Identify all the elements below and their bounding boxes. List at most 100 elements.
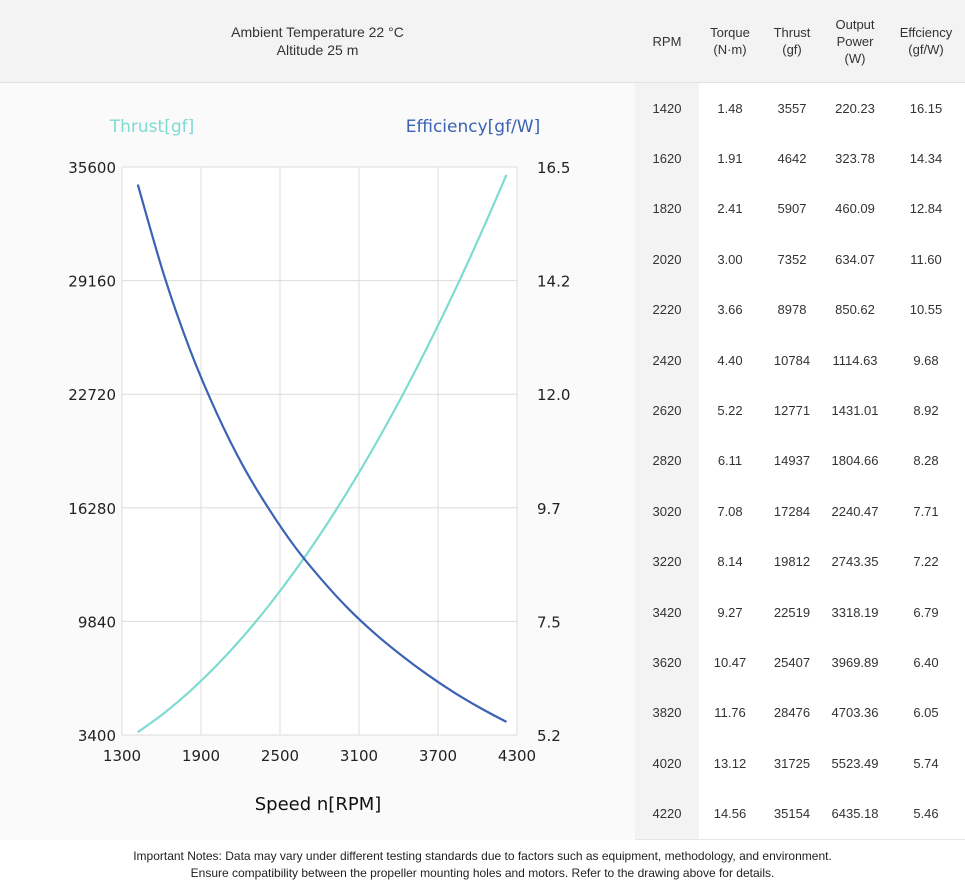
table-row: 3020 7.08 17284 2240.47 7.71 — [635, 486, 965, 538]
y-right-tick-label: 12.0 — [537, 386, 570, 404]
important-notes: Important Notes: Data may vary under dif… — [0, 848, 965, 882]
table-row: 3220 8.14 19812 2743.35 7.22 — [635, 536, 965, 588]
table-row: 4220 14.56 35154 6435.18 5.46 — [635, 788, 965, 840]
cell-thrust: 25407 — [773, 655, 811, 671]
cell-thrust: 19812 — [773, 554, 811, 570]
table-row: 2020 3.00 7352 634.07 11.60 — [635, 234, 965, 286]
cell-rpm: 1620 — [635, 133, 699, 184]
plot-area — [122, 167, 517, 735]
cell-thrust: 4642 — [777, 151, 807, 167]
cell-thrust: 7352 — [777, 251, 807, 267]
y-right-tick-label: 9.7 — [537, 500, 561, 518]
cell-torque: 4.40 — [717, 352, 743, 368]
y-left-tick-label: 35600 — [68, 159, 116, 177]
cell-rpm: 3420 — [635, 587, 699, 638]
y-left-tick-label: 9840 — [78, 613, 116, 631]
cell-eff: 5.46 — [913, 806, 939, 822]
y-right-tick-label: 16.5 — [537, 159, 570, 177]
table-row: 1420 1.48 3557 220.23 16.15 — [635, 83, 965, 135]
y-left-tick-label: 3400 — [78, 727, 116, 745]
cell-eff: 6.05 — [913, 705, 939, 721]
cell-rpm: 1420 — [635, 83, 699, 134]
table-row: 2620 5.22 12771 1431.01 8.92 — [635, 385, 965, 437]
cell-eff: 6.40 — [913, 655, 939, 671]
y-right-axis-title: Efficiency[gf/W] — [406, 117, 540, 137]
column-header-rpm: RPM — [652, 33, 682, 49]
cell-power: 2743.35 — [831, 554, 879, 570]
cell-torque: 10.47 — [713, 655, 747, 671]
cell-rpm: 2020 — [635, 234, 699, 285]
cell-eff: 9.68 — [913, 352, 939, 368]
cell-thrust: 22519 — [773, 604, 811, 620]
cell-torque: 5.22 — [717, 403, 743, 419]
cell-eff: 10.55 — [909, 302, 943, 318]
y-left-tick-label: 29160 — [68, 273, 116, 291]
notes-line-1: Important Notes: Data may vary under dif… — [133, 849, 832, 863]
cell-eff: 8.92 — [913, 403, 939, 419]
ambient-temperature: Ambient Temperature 22 °C — [231, 24, 404, 40]
table-row: 2220 3.66 8978 850.62 10.55 — [635, 284, 965, 336]
x-tick-label: 1300 — [103, 747, 141, 765]
performance-table: RPM Torque (N·m) Thrust (gf) Output Power (W) Ef… — [635, 0, 965, 840]
cell-torque: 1.48 — [717, 100, 743, 116]
cell-eff: 14.34 — [909, 151, 943, 167]
thrust-series-line — [137, 174, 508, 734]
cell-torque: 14.56 — [713, 806, 747, 822]
cell-thrust: 5907 — [777, 201, 807, 217]
table-row: 3820 11.76 28476 4703.36 6.05 — [635, 687, 965, 740]
cell-torque: 1.91 — [717, 151, 743, 167]
cell-eff: 8.28 — [913, 453, 939, 469]
cell-power: 3969.89 — [831, 655, 879, 671]
cell-eff: 5.74 — [913, 755, 939, 771]
cell-eff: 7.22 — [913, 554, 939, 570]
cell-thrust: 17284 — [773, 503, 811, 519]
table-row: 4020 13.12 31725 5523.49 5.74 — [635, 738, 965, 790]
cell-power: 1114.63 — [832, 352, 878, 368]
cell-rpm: 3020 — [635, 486, 699, 537]
y-left-axis-title: Thrust[gf] — [109, 117, 195, 137]
header-band — [0, 0, 965, 83]
table-row: 3420 9.27 22519 3318.19 6.79 — [635, 587, 965, 639]
cell-power: 5523.49 — [831, 755, 879, 771]
cell-power: 1431.01 — [831, 403, 879, 419]
cell-thrust: 31725 — [773, 755, 811, 771]
cell-thrust: 35154 — [773, 806, 811, 822]
cell-rpm: 3620 — [635, 637, 699, 688]
cell-thrust: 28476 — [773, 705, 811, 721]
x-tick-label: 2500 — [261, 747, 299, 765]
y-left-tick-label: 22720 — [68, 386, 116, 404]
column-header-torque: Torque (N·m) — [710, 25, 750, 57]
cell-rpm: 2620 — [635, 385, 699, 436]
y-right-tick-label: 14.2 — [537, 273, 570, 291]
cell-torque: 2.41 — [717, 201, 743, 217]
cell-torque: 3.00 — [717, 251, 743, 267]
cell-thrust: 3557 — [777, 100, 807, 116]
cell-power: 1804.66 — [831, 453, 879, 469]
column-header-power: Output Power (W) — [835, 16, 875, 66]
x-tick-label: 1900 — [182, 747, 220, 765]
cell-power: 220.23 — [835, 100, 875, 116]
cell-rpm: 1820 — [635, 183, 699, 235]
cell-torque: 3.66 — [717, 302, 743, 318]
cell-power: 460.09 — [835, 201, 875, 217]
cell-rpm: 2820 — [635, 435, 699, 487]
cell-power: 634.07 — [835, 251, 875, 267]
cell-thrust: 14937 — [773, 453, 811, 469]
cell-rpm: 2220 — [635, 284, 699, 335]
cell-torque: 8.14 — [717, 554, 743, 570]
cell-thrust: 10784 — [773, 352, 811, 368]
cell-power: 3318.19 — [831, 604, 879, 620]
test-conditions: Ambient Temperature 22 °C Altitude 25 m — [0, 0, 635, 82]
table-row: 3620 10.47 25407 3969.89 6.40 — [635, 637, 965, 689]
table-row: 2820 6.11 14937 1804.66 8.28 — [635, 435, 965, 488]
table-row: 1620 1.91 4642 323.78 14.34 — [635, 133, 965, 185]
altitude: Altitude 25 m — [276, 42, 359, 58]
cell-torque: 13.12 — [713, 755, 747, 771]
table-row: 1820 2.41 5907 460.09 12.84 — [635, 183, 965, 236]
cell-rpm: 2420 — [635, 335, 699, 386]
chart-panel: 1300 1900 2500 3100 3700 4300 3400 5.2 9840 7.5 16… — [0, 83, 635, 840]
cell-torque: 11.76 — [714, 705, 746, 721]
cell-thrust: 8978 — [777, 302, 807, 318]
y-right-tick-label: 7.5 — [537, 613, 561, 631]
table-header: RPM Torque (N·m) Thrust (gf) Output Power (W) Ef… — [635, 0, 965, 82]
